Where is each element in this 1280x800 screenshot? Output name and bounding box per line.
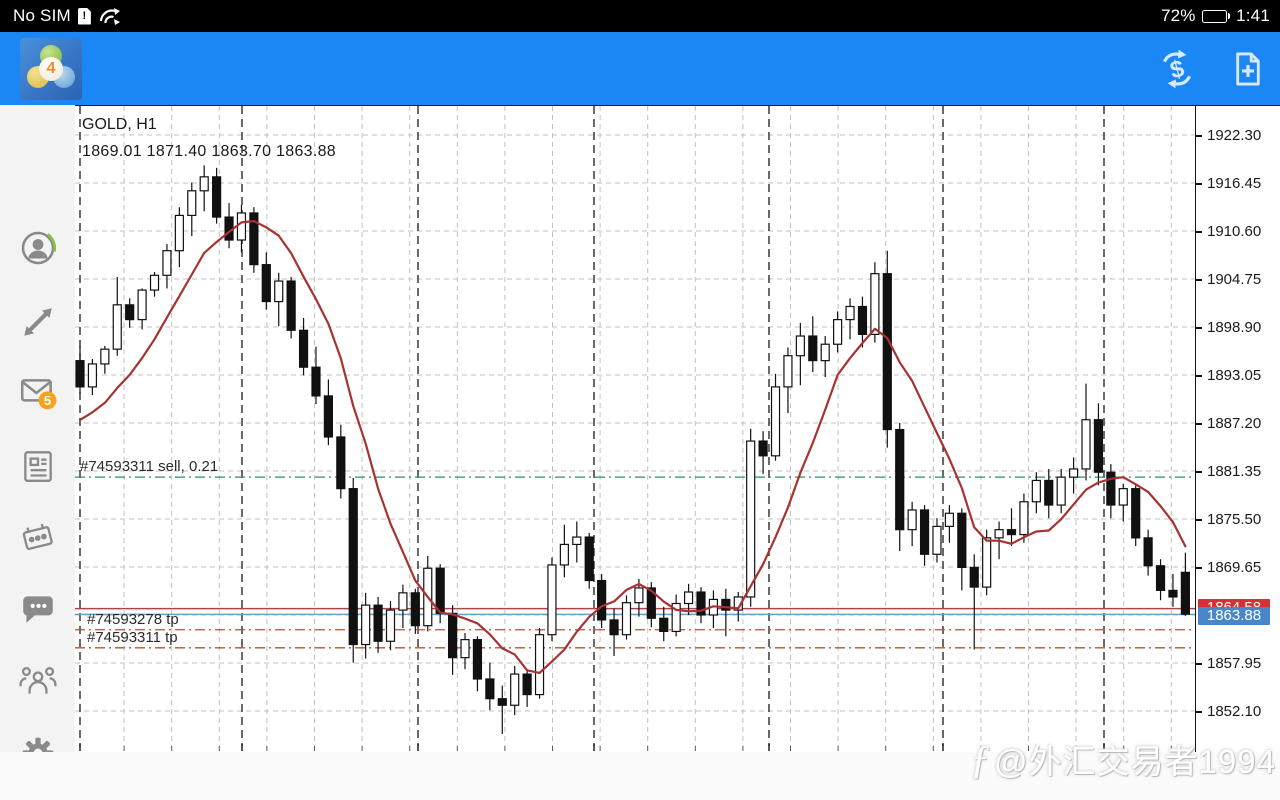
app-toolbar: 4 $ — [0, 32, 1280, 105]
sidebar-item-calendar[interactable] — [0, 517, 75, 557]
price-axis[interactable]: 1922.30 1916.45 1910.60 1904.75 1898.90 1893.… — [1195, 105, 1280, 752]
price-axis-label: 1875.50 — [1196, 510, 1280, 529]
logo-number: 4 — [39, 57, 63, 81]
sidebar-item-trade[interactable] — [0, 303, 75, 341]
trade-button[interactable]: $ — [1151, 32, 1203, 105]
chart-canvas[interactable] — [75, 106, 1195, 752]
sidebar-item-news[interactable] — [0, 447, 75, 485]
clock-label: 1:41 — [1236, 6, 1270, 25]
price-axis-label: 1887.20 — [1196, 414, 1280, 433]
carrier-label: No SIM — [13, 6, 71, 25]
chart-area[interactable]: GOLD, H1 1869.01 1871.40 1863.70 1863.88… — [75, 105, 1195, 752]
news-icon — [23, 451, 52, 482]
calendar-icon — [22, 523, 53, 551]
android-nav-bar — [0, 752, 1280, 800]
trade-arrows-icon — [23, 308, 52, 336]
price-axis-label: 1922.30 — [1196, 126, 1280, 145]
price-axis-label: 1881.35 — [1196, 462, 1280, 481]
community-icon — [18, 667, 57, 694]
dollar-arrows-icon: $ — [1162, 49, 1192, 88]
svg-text:5: 5 — [43, 393, 50, 408]
battery-icon — [1201, 9, 1231, 23]
mail-icon: 5 — [20, 379, 56, 410]
status-bar: No SIM ! 72% 1:41 — [0, 0, 1280, 32]
sidebar-item-mailbox[interactable]: 5 — [0, 374, 75, 412]
sidebar: 5 — [0, 105, 75, 769]
price-axis-label: 1916.45 — [1196, 174, 1280, 193]
new-order-button[interactable] — [1222, 32, 1274, 105]
price-axis-label: 1869.65 — [1196, 558, 1280, 577]
price-axis-label: 1904.75 — [1196, 270, 1280, 289]
mail-badge — [38, 391, 56, 410]
tp-line-2-label: #74593311 tp — [87, 628, 178, 646]
chat-icon — [22, 596, 53, 623]
sidebar-item-chat[interactable] — [0, 591, 75, 627]
sidebar-item-community[interactable] — [0, 663, 75, 699]
bid-line-badge: 1863.88 — [1198, 607, 1270, 626]
position-sell-label: #74593311 sell, 0.21 — [80, 458, 219, 476]
sidebar-item-accounts[interactable] — [0, 227, 75, 269]
price-axis-label: 1898.90 — [1196, 318, 1280, 337]
chart-ohlc-values: 1869.01 1871.40 1863.70 1863.88 — [82, 143, 336, 160]
sim-alert-icon: ! — [77, 7, 91, 25]
document-plus-icon — [1236, 52, 1260, 85]
metatrader-logo: 4 — [20, 38, 82, 100]
account-icon — [21, 231, 56, 265]
mobile-data-icon — [99, 8, 120, 25]
price-axis-label: 1857.95 — [1196, 654, 1280, 673]
price-axis-label: 1893.05 — [1196, 366, 1280, 385]
svg-text:$: $ — [1167, 55, 1187, 85]
price-axis-label: 1852.10 — [1196, 702, 1280, 721]
price-axis-label: 1910.60 — [1196, 222, 1280, 241]
tp-line-1-label: #74593278 tp — [87, 610, 179, 628]
battery-percent-label: 72% — [1160, 6, 1196, 25]
chart-symbol-title: GOLD, H1 — [82, 116, 157, 133]
